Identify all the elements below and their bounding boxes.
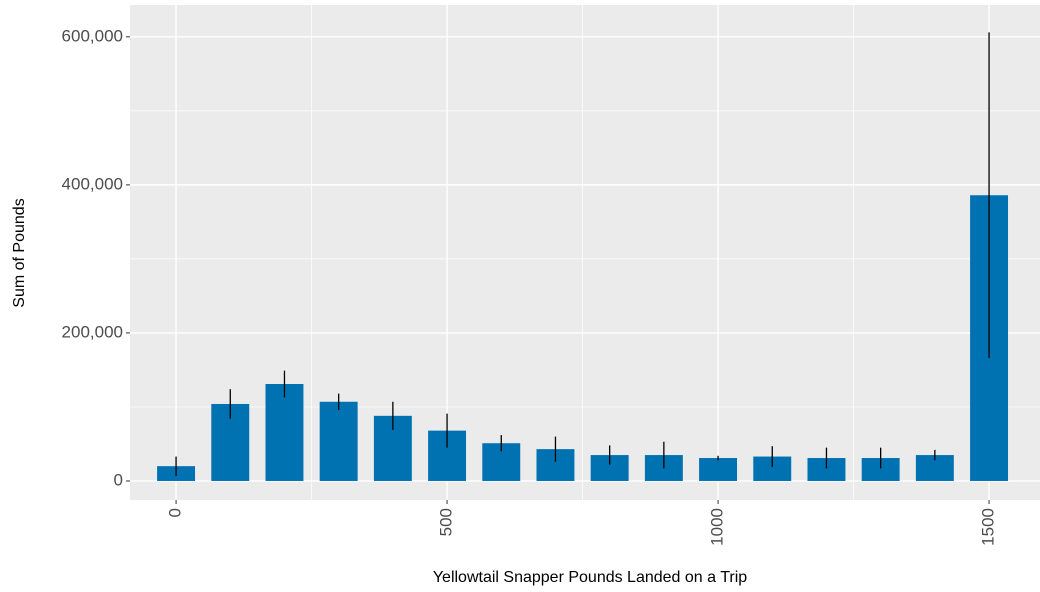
- x-tick-label: 0: [166, 508, 185, 517]
- x-tick-label: 1000: [708, 508, 727, 546]
- y-tick-label: 400,000: [62, 174, 123, 193]
- bar: [807, 458, 846, 481]
- x-axis-title: Yellowtail Snapper Pounds Landed on a Tr…: [433, 569, 747, 586]
- y-axis-title: Sum of Pounds: [11, 198, 28, 307]
- x-tick-label: 500: [437, 508, 456, 536]
- y-tick-label: 600,000: [62, 26, 123, 45]
- bar: [861, 458, 900, 481]
- bar: [319, 401, 358, 481]
- bar: [265, 384, 304, 481]
- bar: [699, 458, 738, 481]
- x-tick-label: 1500: [979, 508, 998, 546]
- y-tick-label: 0: [114, 470, 123, 489]
- y-tick-label: 200,000: [62, 322, 123, 341]
